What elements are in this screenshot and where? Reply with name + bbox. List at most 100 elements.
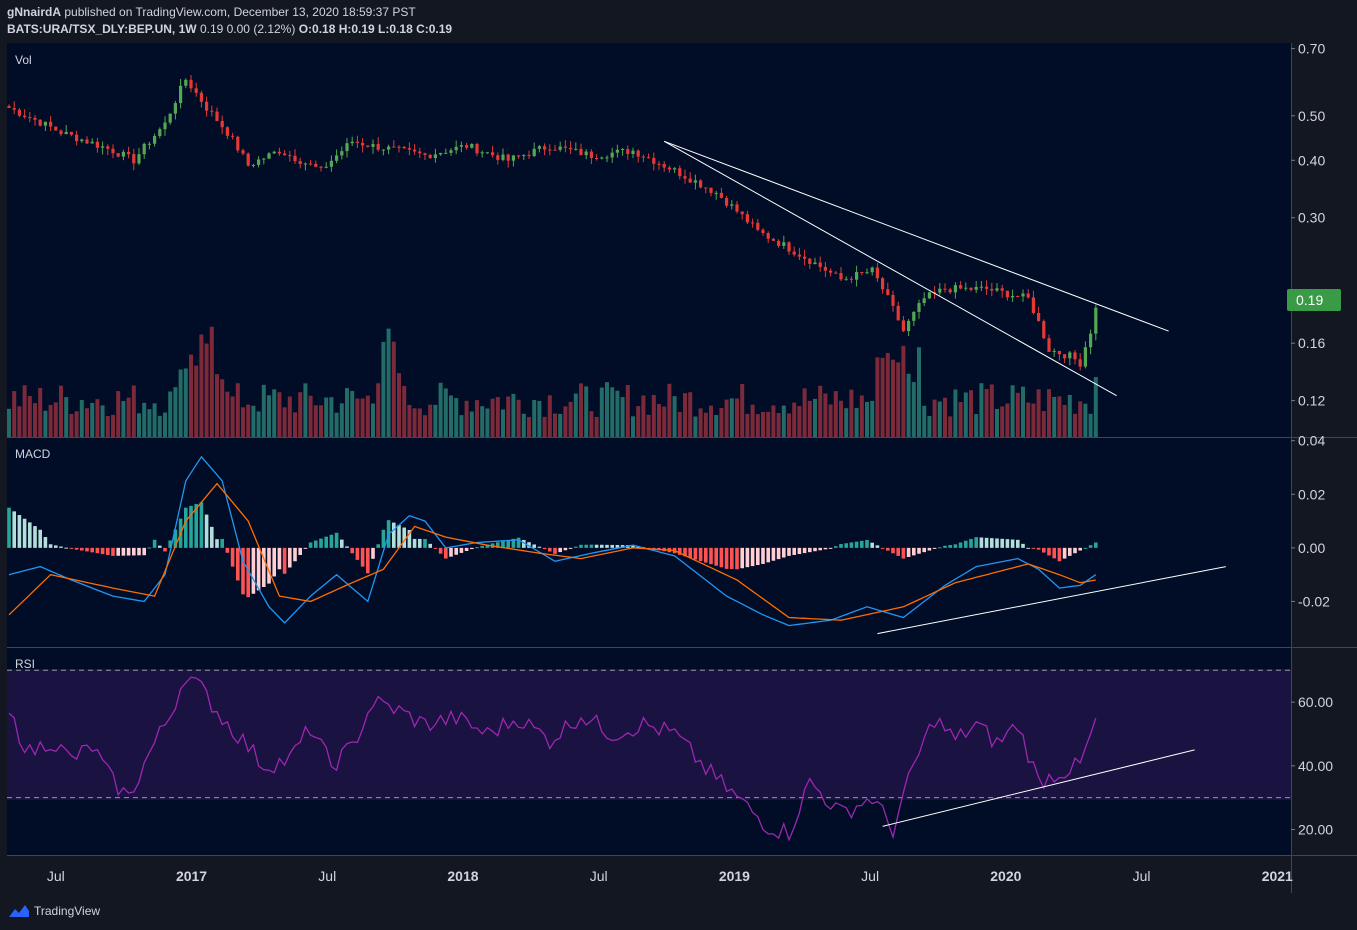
macd-histogram-bar [33,526,37,548]
macd-histogram-bar [392,522,396,548]
volume-bar [27,396,32,437]
macd-histogram-bar [272,547,276,577]
macd-histogram-bar [1094,542,1098,548]
macd-histogram-bar [1078,547,1082,551]
volume-bar [17,406,22,437]
volume-bar [896,362,901,437]
time-tick-label: Jul [861,868,879,884]
macd-histogram-bar [776,547,781,560]
macd-histogram-bar [808,547,812,553]
macd-tick-label: 0.00 [1298,540,1325,556]
candle-body [870,267,874,273]
volume-bar [256,411,261,437]
volume-bar [740,383,745,437]
candle-body [475,144,479,154]
candle-body [652,157,656,164]
volume-bar [235,383,240,437]
macd-pane-label: MACD [15,447,51,461]
candle-body [829,270,833,273]
candle-body [251,164,255,166]
volume-bar [33,403,37,437]
candle-body [423,153,427,155]
volume-bar [1010,385,1015,437]
symbol-name[interactable]: BATS:URA/TSX_DLY:BEP.UN, 1W [7,22,197,36]
candle-body [95,141,99,148]
candle-body [527,155,531,157]
volume-bar [802,388,807,437]
macd-tick-label: 0.04 [1298,433,1325,449]
volume-bar [402,385,407,437]
macd-histogram-bar [298,547,302,556]
candle-body [283,153,287,156]
macd-histogram-bar [132,547,136,556]
macd-histogram-bar [1031,547,1036,549]
candle-body [59,130,63,135]
macd-histogram-bar [797,547,802,555]
volume-bar [870,400,875,437]
macd-histogram-bar [563,547,568,551]
volume-bar [360,398,365,437]
volume-bar [657,404,661,437]
volume-bar [282,407,287,437]
candle-body [709,187,713,193]
volume-bar [1057,396,1062,437]
candle-body [667,167,671,170]
candle-body [127,151,131,155]
candle-body [361,142,365,146]
candle-body [953,285,957,293]
candle-body [179,85,183,104]
volume-bar [371,403,375,437]
candle-body [64,131,68,135]
volume-bar [43,410,48,437]
candle-body [756,222,760,230]
volume-bar [137,413,141,437]
chart-canvas[interactable]: 0.70 0.50 0.40 0.30 0.16 0.12 0.04 0.02 0.00 -0.0… [0,42,1357,893]
rsi-tick-label: 60.00 [1298,694,1333,710]
change-text: 0.19 0.00 (2.12%) [199,22,296,36]
macd-histogram-bar [896,547,900,556]
candle-body [397,146,401,148]
macd-histogram-bar [719,547,724,568]
price-candles [7,74,1098,371]
author-name[interactable]: gNnairdA [7,5,61,19]
candle-body [1047,338,1051,352]
volume-bar [485,408,490,437]
volume-bar [293,412,297,437]
volume-bar [147,409,152,437]
macd-histogram-bar [480,545,484,548]
price-tick-label: 0.16 [1298,335,1325,351]
candle-body [1073,352,1077,360]
macd-histogram-bar [163,547,167,552]
brand-label[interactable]: TradingView [34,904,101,918]
price-trendline [663,140,1117,397]
candle-body [355,141,359,143]
candle-body [761,229,765,234]
macd-histogram-bar [194,504,198,548]
macd-histogram-bar [782,547,786,558]
candle-body [865,272,869,274]
candle-body [849,278,853,280]
candle-body [23,115,27,118]
volume-bar [620,397,625,437]
volume-bar [839,400,843,437]
macd-histogram-bar [12,511,16,548]
volume-bar [7,408,11,437]
volume-bar [298,392,303,437]
macd-histogram-bar [38,529,42,548]
macd-histogram-bar [111,547,115,556]
time-tick-label: Jul [318,868,336,884]
candle-body [324,166,328,168]
macd-histogram-bar [756,547,760,566]
volume-bar [542,416,547,437]
candle-body [121,151,125,157]
volume-bar [677,411,682,437]
macd-histogram-bar [407,529,412,548]
volume-bar [865,401,869,437]
candle-body [818,262,822,267]
macd-histogram-bar [828,547,833,549]
symbol-line: BATS:URA/TSX_DLY:BEP.UN, 1W 0.19 0.00 (2… [7,22,452,36]
volume-bar [131,385,136,437]
volume-bar [927,415,932,437]
candle-body [725,197,729,206]
price-pane-bg [7,43,1291,437]
